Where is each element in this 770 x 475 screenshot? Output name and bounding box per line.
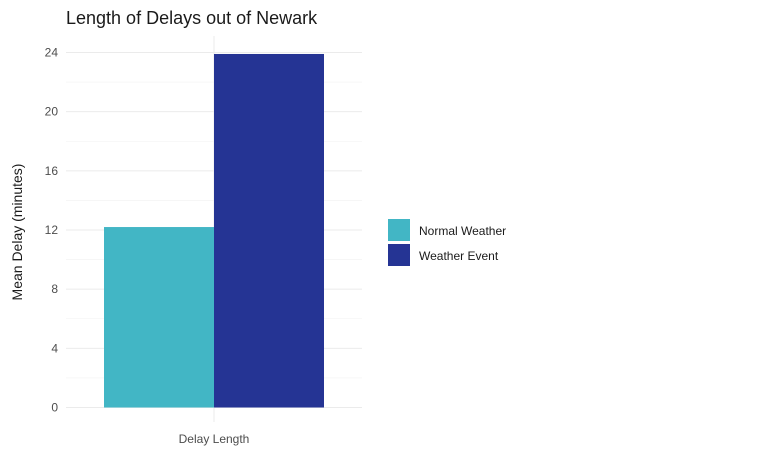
legend-swatch <box>388 244 410 266</box>
y-tick-label: 4 <box>51 341 58 355</box>
x-tick-label: Delay Length <box>179 432 250 446</box>
y-tick-label: 16 <box>45 164 59 178</box>
chart-title: Length of Delays out of Newark <box>66 8 318 28</box>
y-tick-label: 8 <box>51 282 58 296</box>
y-tick-label: 20 <box>45 105 59 119</box>
y-axis-title: Mean Delay (minutes) <box>9 164 25 301</box>
y-axis-ticks: 0 4 8 12 16 20 24 <box>45 46 59 415</box>
bar-weather-event <box>214 53 324 408</box>
legend: Normal Weather Weather Event <box>388 219 506 266</box>
x-axis-ticks: Delay Length <box>179 432 250 446</box>
bars <box>104 53 324 408</box>
legend-swatch <box>388 219 410 241</box>
bar-normal-weather <box>104 227 214 408</box>
y-tick-label: 0 <box>51 401 58 415</box>
y-tick-label: 12 <box>45 223 59 237</box>
legend-label: Weather Event <box>419 249 499 263</box>
legend-label: Normal Weather <box>419 224 506 238</box>
y-tick-label: 24 <box>45 46 59 60</box>
